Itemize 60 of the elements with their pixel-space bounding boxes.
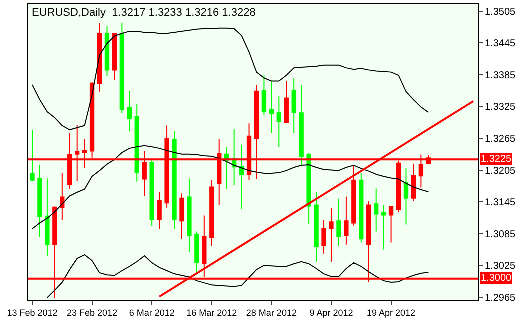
x-tick-label: 23 Feb 2012 (67, 308, 118, 318)
candlestick (239, 144, 244, 210)
x-tick-label: 13 Feb 2012 (7, 308, 58, 318)
candlestick (322, 220, 326, 254)
candlestick (157, 191, 162, 230)
candlestick (299, 84, 304, 168)
candlestick (97, 22, 102, 92)
candlestick (352, 166, 356, 226)
line-series (32, 145, 430, 230)
candlestick (150, 159, 154, 227)
candlestick (120, 22, 125, 114)
x-tick-label: 19 Apr 2012 (367, 308, 416, 318)
x-tick-label: 9 Apr 2012 (310, 308, 354, 318)
line-series (46, 254, 430, 298)
candlestick (187, 178, 192, 253)
y-tick-label: 1.3445 (485, 38, 516, 50)
y-tick-label: 1.3385 (485, 70, 516, 82)
candlestick (329, 208, 334, 263)
candlestick (411, 163, 416, 202)
y-tick-label: 1.3265 (485, 134, 516, 145)
candlestick (336, 198, 342, 246)
y-tick-label: 1.3505 (485, 6, 516, 18)
candlestick (210, 180, 214, 246)
x-tick-label: 16 Mar 2012 (186, 308, 238, 318)
candlestick (45, 178, 50, 257)
candlestick (314, 191, 319, 262)
candlestick (38, 165, 42, 238)
y-tick-label: 1.3205 (485, 166, 516, 177)
candlestick (276, 96, 282, 148)
y-tick-label: 1.3145 (485, 198, 516, 209)
candlestick (180, 193, 184, 240)
candlestick (60, 172, 65, 221)
line-series (32, 28, 430, 131)
chart-title: EURUSD,Daily 1.3217 1.3233 1.3216 1.3228 (32, 7, 256, 19)
candlestick (269, 80, 274, 134)
candlestick (404, 168, 409, 226)
candlestick (104, 26, 110, 77)
candlestick (112, 32, 118, 81)
candlestick (262, 74, 267, 116)
candlestick (172, 130, 177, 230)
candlestick (30, 130, 35, 182)
candlestick (292, 78, 296, 134)
candlestick (134, 104, 140, 182)
candlestick (194, 231, 200, 274)
candlestick (127, 90, 132, 132)
candlestick (284, 80, 289, 124)
y-tick-label: 1.3325 (485, 102, 516, 114)
y-tick-label: 1.3085 (485, 229, 516, 240)
candlestick (374, 188, 379, 232)
y-tick-label: 1.2965 (485, 292, 516, 304)
candlestick (388, 206, 394, 244)
y-tick-label: 1.3025 (485, 261, 516, 272)
ref-line-label: 1.3000 (481, 273, 512, 284)
candlestick (344, 196, 349, 246)
x-tick-label: 6 Mar 2012 (129, 308, 175, 318)
ref-line-label: 1.3225 (481, 154, 512, 165)
candlestick (381, 204, 386, 250)
candlestick (359, 172, 364, 244)
candlestick (306, 152, 312, 225)
x-tick-label: 28 Mar 2012 (246, 308, 297, 318)
